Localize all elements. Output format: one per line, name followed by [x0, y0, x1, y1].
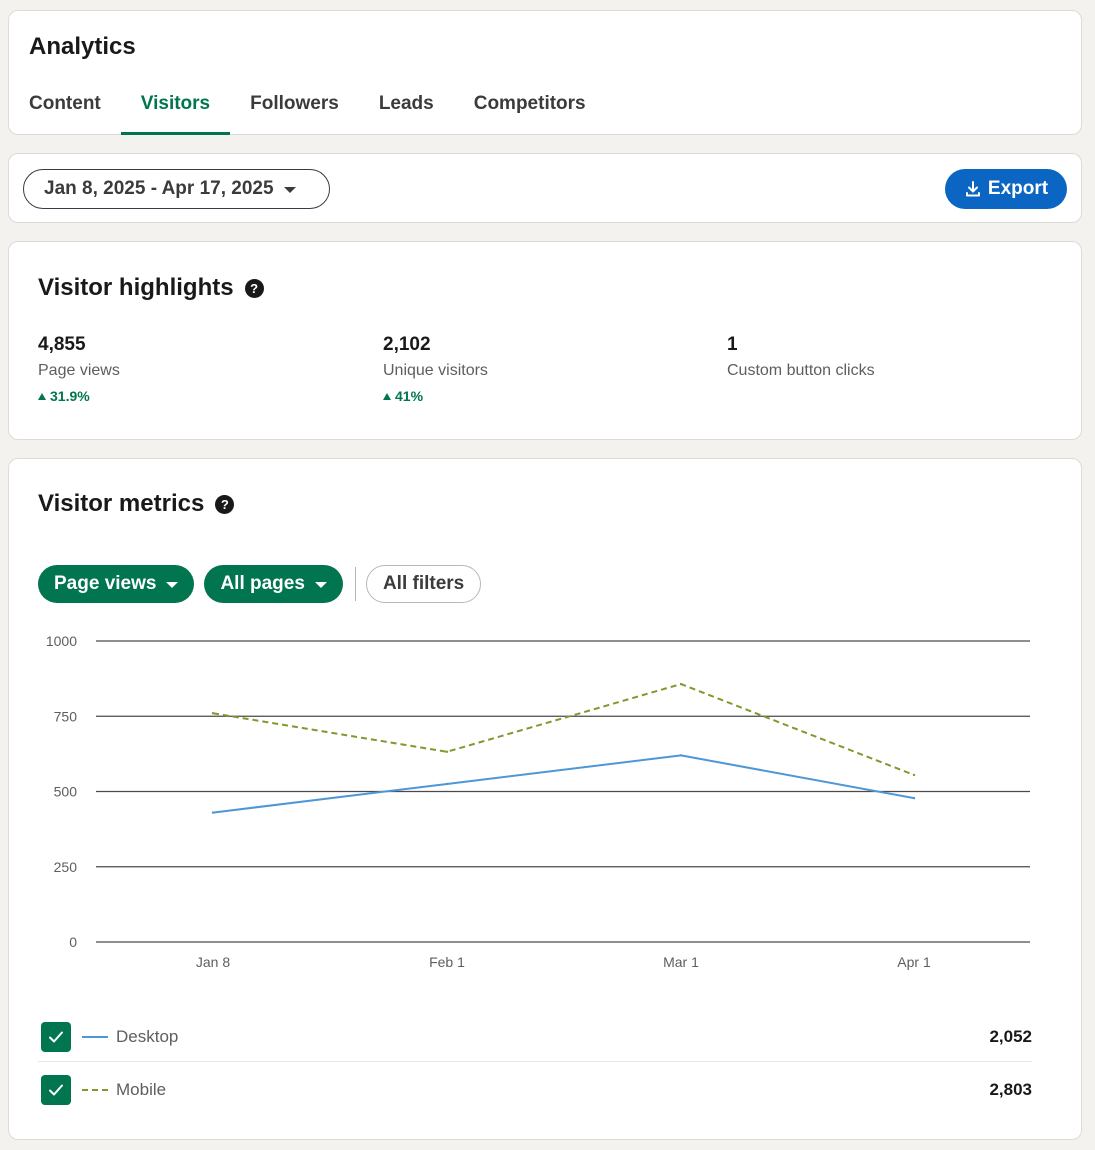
stat-value: 2,102	[383, 334, 431, 355]
y-tick-label: 750	[54, 708, 78, 724]
pages-dropdown[interactable]: All pages	[204, 565, 343, 603]
tab-followers[interactable]: Followers	[250, 93, 339, 114]
legend-row-desktop: Desktop 2,052	[38, 1012, 1032, 1062]
controls-card: Jan 8, 2025 - Apr 17, 2025 Export	[8, 153, 1082, 223]
visitor-metrics-chart: 0 250 500 750 1000 Jan 8 Feb 1 Mar 1 Apr 1	[46, 633, 1030, 970]
page-title: Analytics	[29, 33, 136, 60]
stat-label: Unique visitors	[383, 362, 488, 379]
stat-custom-button-clicks: 1 Custom button clicks	[727, 334, 875, 380]
legend-name: Desktop	[116, 1026, 179, 1046]
filter-bar: Page views All pages All filters	[38, 565, 482, 603]
help-icon[interactable]: ?	[215, 494, 235, 514]
pages-dropdown-label: All pages	[220, 573, 305, 594]
mobile-checkbox[interactable]	[41, 1075, 71, 1105]
metric-dropdown-label: Page views	[54, 573, 157, 594]
highlights-title: Visitor highlights	[38, 274, 234, 301]
data-point-desktop	[211, 811, 215, 814]
visitor-metrics-card: Visitor metrics ? Page views All pages A…	[8, 458, 1082, 1140]
desktop-line-swatch	[82, 1035, 108, 1038]
stat-change-value: 31.9%	[50, 388, 90, 404]
check-icon	[49, 1031, 63, 1042]
data-point-desktop	[445, 782, 449, 786]
desktop-checkbox[interactable]	[41, 1021, 71, 1052]
export-label: Export	[987, 178, 1049, 199]
y-tick-label: 500	[54, 784, 78, 800]
stat-page-views: 4,855 Page views 31.9%	[38, 334, 120, 404]
metric-dropdown[interactable]: Page views	[38, 565, 195, 603]
legend-row-mobile: Mobile 2,803	[38, 1065, 1032, 1115]
x-tick-label: Jan 8	[196, 954, 230, 970]
legend-total: 2,803	[989, 1080, 1032, 1099]
legend-name: Mobile	[116, 1080, 167, 1099]
check-icon	[49, 1084, 63, 1096]
stat-unique-visitors: 2,102 Unique visitors 41%	[383, 334, 488, 404]
analytics-header-card: Analytics Content Visitors Followers Lea…	[8, 10, 1082, 135]
caret-down-icon	[283, 187, 296, 193]
tab-content[interactable]: Content	[29, 93, 101, 114]
tab-visitors[interactable]: Visitors	[120, 85, 231, 135]
caret-down-icon	[166, 582, 179, 588]
legend-total: 2,052	[989, 1026, 1032, 1046]
visitor-highlights-card: Visitor highlights ? 4,855 Page views 31…	[8, 241, 1082, 440]
date-range-label: Jan 8, 2025 - Apr 17, 2025	[44, 178, 274, 199]
stat-label: Page views	[38, 362, 120, 379]
date-range-dropdown[interactable]: Jan 8, 2025 - Apr 17, 2025	[23, 169, 330, 209]
mobile-line-swatch	[82, 1089, 108, 1091]
caret-down-icon	[314, 582, 327, 588]
stat-change: 31.9%	[38, 388, 120, 404]
help-icon[interactable]: ?	[244, 278, 264, 298]
data-point-desktop	[679, 754, 683, 757]
data-point-desktop	[912, 796, 916, 800]
export-button[interactable]: Export	[945, 169, 1067, 209]
tab-competitors[interactable]: Competitors	[473, 93, 586, 114]
x-tick-label: Mar 1	[663, 954, 699, 970]
data-point-mobile	[679, 682, 683, 686]
y-tick-label: 250	[54, 859, 78, 875]
series-line-mobile	[212, 683, 915, 776]
y-tick-label: 0	[69, 934, 77, 950]
trend-up-icon	[38, 392, 46, 400]
data-point-mobile	[211, 712, 215, 715]
data-point-mobile	[445, 750, 449, 753]
stat-label: Custom button clicks	[727, 362, 875, 379]
metrics-title-row: Visitor metrics ?	[38, 490, 235, 518]
stat-value: 1	[727, 334, 738, 355]
stat-change: 41%	[383, 388, 488, 404]
x-tick-label: Feb 1	[429, 954, 465, 970]
y-tick-label: 1000	[46, 633, 77, 649]
highlights-title-row: Visitor highlights ?	[38, 274, 264, 302]
all-filters-button[interactable]: All filters	[365, 565, 482, 603]
data-point-mobile	[912, 773, 916, 777]
x-tick-label: Apr 1	[897, 954, 931, 970]
stat-change-value: 41%	[395, 388, 424, 404]
tab-bar: Content Visitors Followers Leads Competi…	[9, 85, 606, 135]
series-line-desktop	[212, 754, 915, 814]
stat-value: 4,855	[38, 334, 86, 355]
filter-divider	[354, 567, 356, 601]
tab-leads[interactable]: Leads	[378, 93, 434, 114]
download-icon	[965, 181, 980, 197]
trend-up-icon	[383, 392, 391, 400]
metrics-title: Visitor metrics	[38, 490, 205, 517]
